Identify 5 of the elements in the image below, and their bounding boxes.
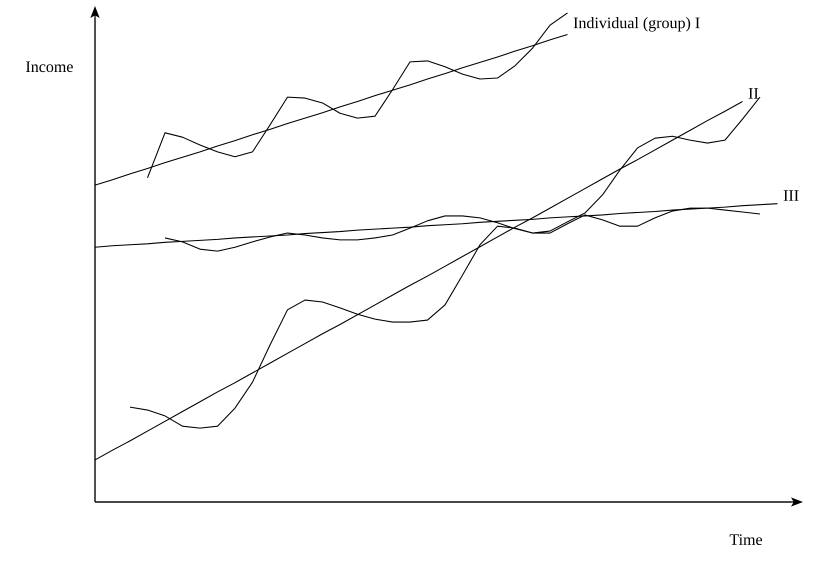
y-axis-title: Income [26,61,73,72]
series-label: Individual (group) I [574,17,700,32]
x-axis-title: Time [730,534,762,545]
series-label: III [784,190,799,201]
series-label: II [748,88,758,99]
